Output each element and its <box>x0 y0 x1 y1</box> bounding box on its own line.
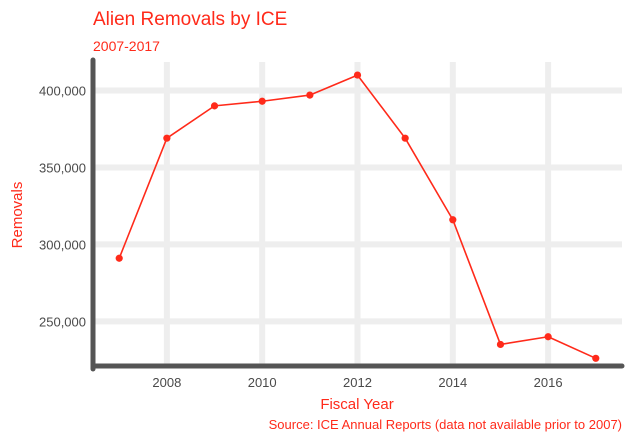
chart-caption: Source: ICE Annual Reports (data not ava… <box>269 417 622 432</box>
data-point <box>544 333 552 341</box>
data-point <box>401 134 409 142</box>
y-tick-label: 350,000 <box>39 160 86 175</box>
tick-labels: 2008 2010 2012 2014 2016 250,000 300,000 350,00… <box>39 83 563 390</box>
data-point <box>353 71 362 79</box>
y-tick-label: 250,000 <box>39 314 86 329</box>
data-point <box>163 134 171 142</box>
y-axis-label: Removals <box>9 182 26 249</box>
axes <box>90 57 625 372</box>
grid-lines <box>93 62 622 366</box>
data-point <box>306 91 314 99</box>
x-tick-label: 2008 <box>152 375 181 390</box>
y-tick-label: 300,000 <box>39 237 86 252</box>
x-tick-label: 2014 <box>438 375 467 390</box>
chart-subtitle: 2007-2017 <box>93 38 160 54</box>
data-point <box>496 340 505 349</box>
x-axis-label: Fiscal Year <box>320 396 393 413</box>
data-point <box>210 102 219 110</box>
data-point <box>592 354 600 362</box>
data-point <box>258 97 266 105</box>
data-point <box>115 254 123 262</box>
data-points <box>115 71 600 362</box>
x-tick-label: 2010 <box>248 375 277 390</box>
chart-title: Alien Removals by ICE <box>93 9 287 30</box>
x-tick-label: 2016 <box>534 375 563 390</box>
x-tick-label: 2012 <box>343 375 372 390</box>
data-point <box>449 216 457 224</box>
y-tick-label: 400,000 <box>39 83 86 98</box>
